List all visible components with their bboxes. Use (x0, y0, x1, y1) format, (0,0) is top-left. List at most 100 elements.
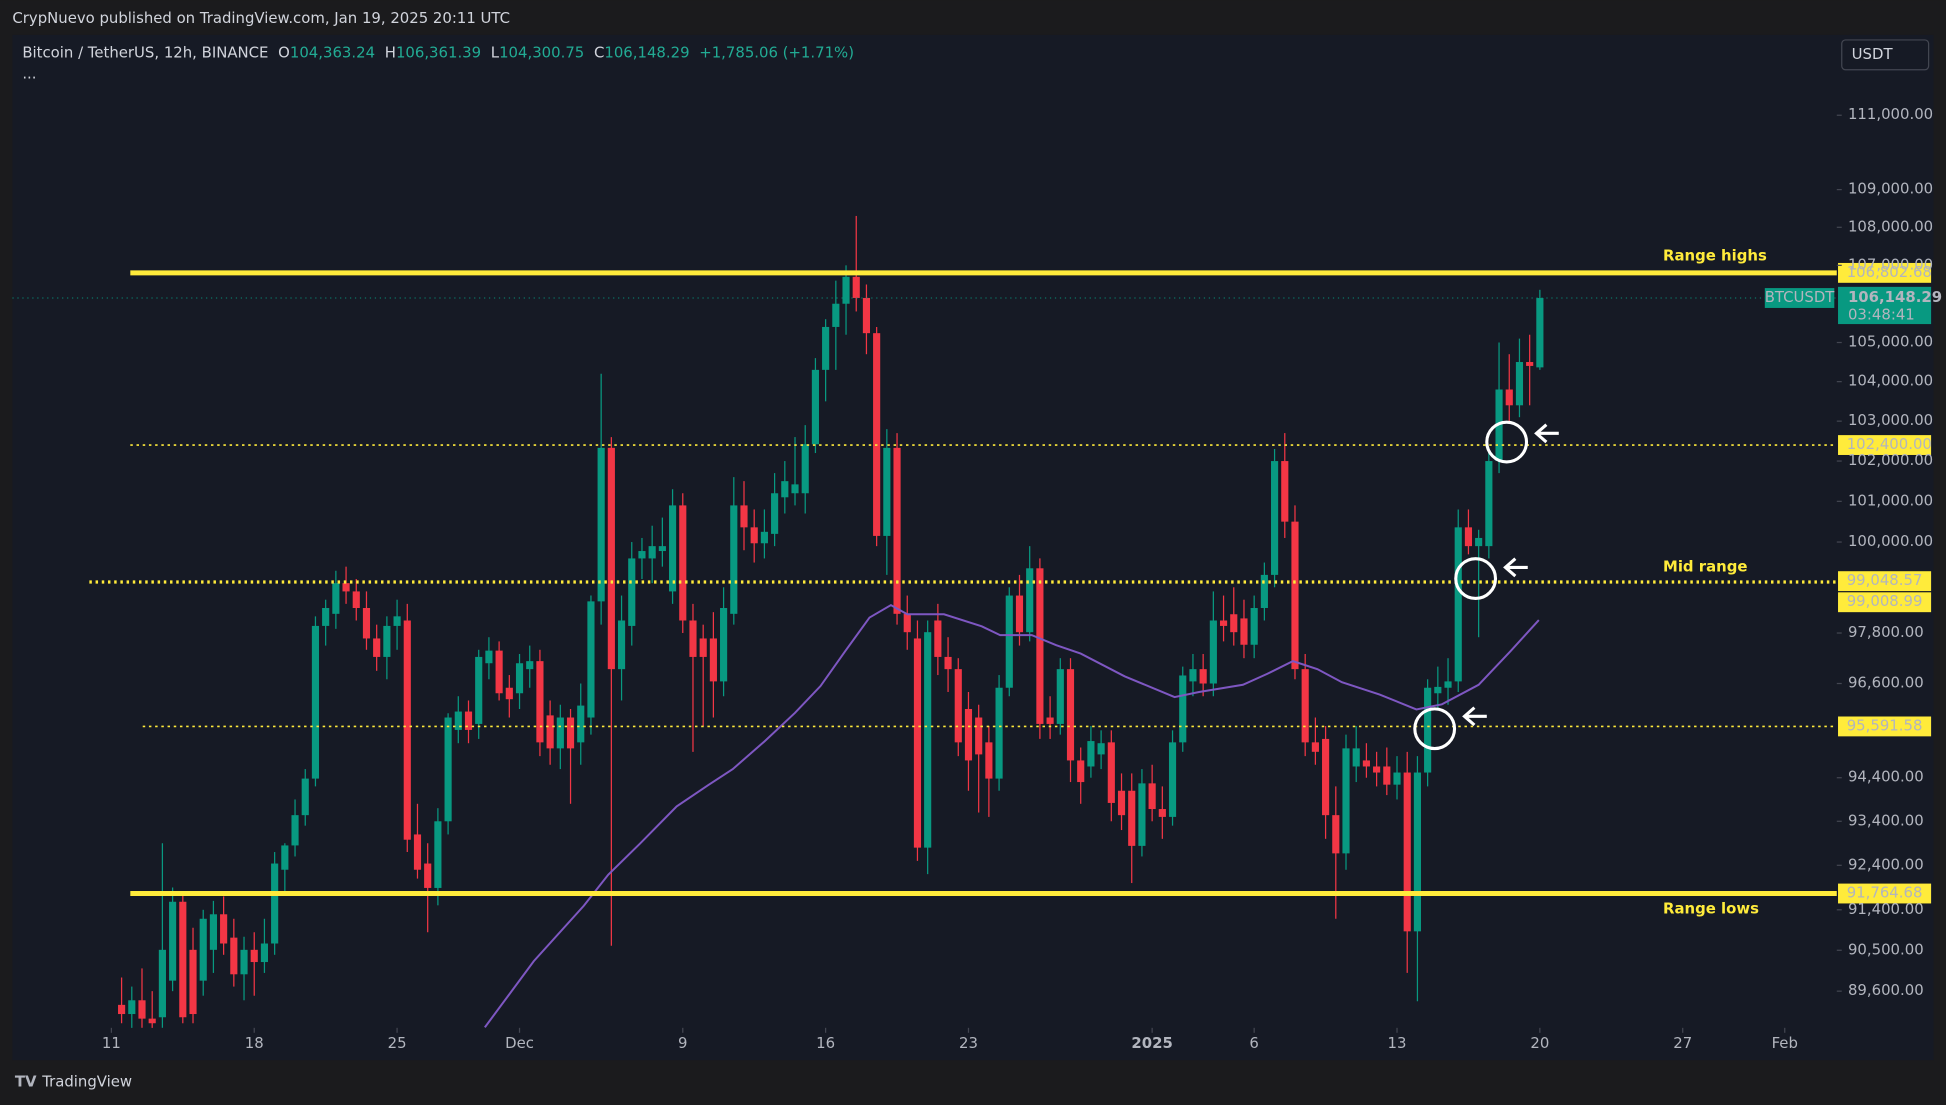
candle-body (434, 821, 442, 888)
candle-body (577, 705, 585, 743)
arrow (1534, 423, 1559, 444)
candle-body (352, 591, 360, 609)
candle-body (1383, 766, 1391, 785)
candle-body (1403, 772, 1411, 932)
candle-body (1128, 790, 1136, 846)
candle-body (1005, 595, 1013, 688)
level-label: 95,591.58 (1847, 716, 1923, 734)
candle-body (1322, 738, 1330, 816)
candle-body (322, 608, 330, 626)
y-tick-label: 90,500.00 (1848, 940, 1924, 958)
level-label: 99,008.99 (1847, 592, 1923, 610)
candle-body (1219, 620, 1228, 626)
y-tick-label: 100,000.00 (1848, 532, 1933, 550)
change: +1,785.06 (+1.71%) (699, 44, 854, 62)
y-tick-label: 111,000.00 (1848, 105, 1933, 123)
level-tag (1838, 592, 1932, 613)
candle-body (781, 481, 789, 498)
candle-body (393, 616, 401, 626)
candle-body (1046, 717, 1054, 724)
candle-body (505, 687, 513, 700)
y-tick-label: 105,000.00 (1848, 333, 1933, 351)
currency-label[interactable]: USDT (1852, 45, 1894, 63)
candle-body (250, 949, 258, 963)
key: L (491, 44, 500, 62)
candle-body (1077, 760, 1085, 783)
x-tick-label: Dec (505, 1034, 534, 1052)
candle-body (301, 778, 309, 816)
candle-body (699, 638, 707, 657)
candle-body (1311, 742, 1319, 752)
candle-body (771, 493, 779, 534)
x-tick-label: 25 (388, 1034, 407, 1052)
candle-body (791, 484, 799, 494)
candle-body (985, 742, 993, 779)
candle-body (740, 505, 748, 528)
candle-body (658, 546, 666, 552)
candle-body (628, 558, 636, 626)
ticker-tag (1764, 288, 1835, 308)
candle-body (1087, 741, 1095, 767)
candle-body (679, 505, 687, 621)
candle-body (1148, 783, 1156, 810)
candle-body (1230, 614, 1238, 633)
candle-body (689, 620, 697, 657)
candle-body (873, 333, 881, 536)
key: O (278, 44, 290, 62)
level-tag (1838, 571, 1932, 592)
candle-body (1515, 362, 1524, 406)
candle-body (1485, 461, 1493, 547)
y-tick-label: 94,400.00 (1848, 768, 1924, 786)
ohlc-legend: Bitcoin / TetherUS, 12h, BINANCE O104,36… (22, 44, 854, 62)
candle-body (720, 608, 728, 682)
more-button[interactable]: ... (22, 65, 36, 83)
price-label: 106,148.29 (1848, 288, 1942, 306)
candle-body (495, 650, 503, 694)
candle-body (1424, 687, 1432, 773)
candle-body (342, 583, 350, 592)
y-tick-label: 102,000.00 (1848, 451, 1933, 469)
candle-body (944, 656, 952, 670)
currency-button[interactable] (1841, 39, 1930, 71)
val: 106,361.39 (396, 44, 481, 62)
candle-body (1107, 742, 1115, 803)
plot-area (12, 34, 1934, 1061)
candle-body (1352, 748, 1360, 767)
candle-body (832, 303, 840, 327)
candle-body (1536, 298, 1544, 368)
candle-body (1168, 742, 1177, 817)
x-tick-label: 20 (1530, 1034, 1549, 1052)
candle-body (913, 638, 922, 848)
candle-body (291, 815, 299, 846)
candle-body (240, 949, 248, 975)
candle-body (220, 914, 228, 944)
publish-header: CrypNuevo published on TradingView.com, … (12, 9, 510, 27)
candle-body (617, 620, 626, 670)
candle-body (1199, 669, 1207, 684)
candle-body (1158, 809, 1166, 817)
candle-body (709, 638, 717, 682)
candle-body (1250, 608, 1258, 645)
candle-body (271, 863, 279, 944)
candle-body (454, 711, 462, 730)
candle-body (311, 625, 320, 779)
candle-body (138, 1000, 146, 1019)
annotation: Range highs (1663, 247, 1767, 265)
candle-body (1291, 521, 1299, 670)
candle-body (1475, 537, 1483, 547)
x-tick-label: 2025 (1131, 1034, 1172, 1052)
y-tick-label: 92,400.00 (1848, 855, 1924, 873)
candle-body (730, 505, 738, 614)
candle-body (475, 656, 483, 724)
candle-body (1066, 669, 1075, 761)
candle-body (995, 687, 1003, 779)
candle-body (1526, 362, 1534, 366)
candle-body (1393, 772, 1401, 785)
y-tick-label: 89,600.00 (1848, 981, 1924, 999)
circle-marker (1454, 557, 1498, 600)
candle-body (1117, 790, 1126, 816)
y-tick-label: 96,600.00 (1848, 674, 1924, 692)
key: H (385, 44, 396, 62)
